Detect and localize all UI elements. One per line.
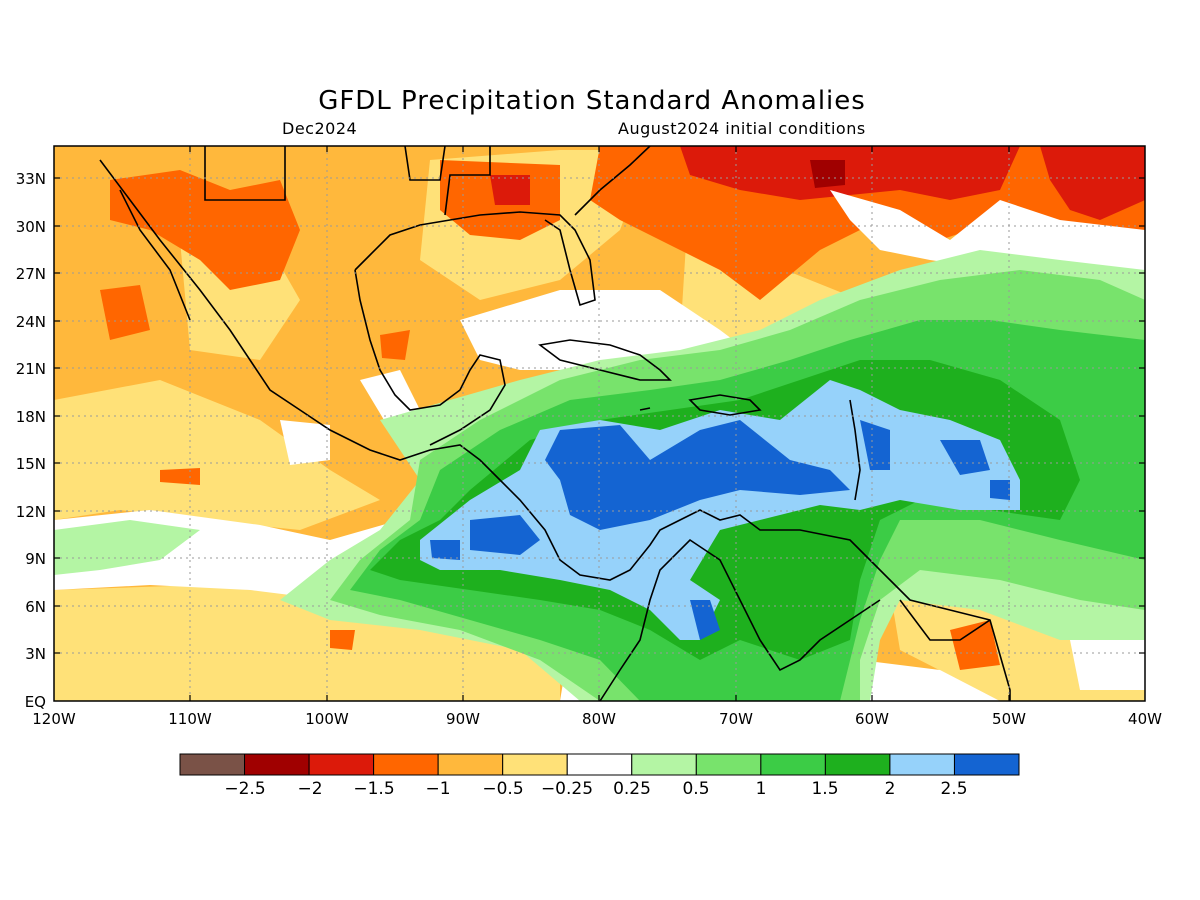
lon-label: 100W <box>305 710 349 728</box>
lon-label: 120W <box>32 710 76 728</box>
coastlines <box>99 146 1011 701</box>
map-title: GFDL Precipitation Standard Anomalies <box>318 86 866 116</box>
colorbar-label: −2 <box>297 779 322 799</box>
colorbar-swatch <box>695 753 762 776</box>
lon-label: 90W <box>446 710 480 728</box>
lon-label: 80W <box>582 710 616 728</box>
lat-labels: 33N 30N 27N 24N 21N 18N 15N 12N 9N 6N 3N… <box>16 170 46 711</box>
colorbar-swatch <box>373 753 439 776</box>
colorbar-swatch <box>244 753 310 776</box>
colorbar-swatch <box>179 753 246 776</box>
lat-label: 3N <box>25 645 46 663</box>
colorbar-swatch <box>760 753 826 776</box>
colorbar-label: −0.25 <box>541 779 593 799</box>
anomaly-field <box>54 146 1145 701</box>
lat-label: 30N <box>16 218 46 236</box>
lon-label: 60W <box>855 710 889 728</box>
lat-label: 21N <box>16 360 46 378</box>
colorbar-label: 0.5 <box>682 779 709 799</box>
lat-label: 24N <box>16 313 46 331</box>
tick-marks <box>54 146 1145 701</box>
lat-label: 33N <box>16 170 46 188</box>
gridlines <box>54 146 1145 701</box>
lat-label: EQ <box>25 693 46 711</box>
lat-label: 12N <box>16 503 46 521</box>
colorbar-swatch <box>437 753 504 776</box>
lon-labels: 120W 110W 100W 90W 80W 70W 60W 50W 40W <box>32 710 1162 728</box>
colorbar-label: 1 <box>756 779 767 799</box>
colorbar-swatch <box>824 753 891 776</box>
colorbar-swatch <box>502 753 568 776</box>
valid-month-label: Dec2024 <box>282 119 358 138</box>
colorbar-swatch <box>566 753 633 776</box>
colorbar-swatch <box>631 753 697 776</box>
colorbar-label: 0.25 <box>613 779 651 799</box>
colorbar-label: 2.5 <box>940 779 967 799</box>
colorbar-label: −1.5 <box>353 779 394 799</box>
lon-label: 110W <box>168 710 212 728</box>
colorbar-swatch <box>889 753 955 776</box>
lat-label: 6N <box>25 598 46 616</box>
colorbar-swatch <box>308 753 375 776</box>
lon-label: 50W <box>992 710 1026 728</box>
lat-label: 27N <box>16 265 46 283</box>
colorbar-label: 1.5 <box>811 779 838 799</box>
colorbar-swatch <box>953 753 1020 776</box>
lat-label: 9N <box>25 550 46 568</box>
lat-label: 18N <box>16 408 46 426</box>
colorbar-labels: −2.5 −2 −1.5 −1 −0.5 −0.25 0.25 0.5 1 1.… <box>224 779 967 799</box>
lon-label: 70W <box>719 710 753 728</box>
lon-label: 40W <box>1128 710 1162 728</box>
colorbar <box>179 753 1020 776</box>
colorbar-label: −1 <box>425 779 450 799</box>
colorbar-label: 2 <box>885 779 896 799</box>
lat-label: 15N <box>16 455 46 473</box>
initial-conditions-label: August2024 initial conditions <box>618 119 866 138</box>
colorbar-label: −0.5 <box>482 779 523 799</box>
colorbar-label: −2.5 <box>224 779 265 799</box>
